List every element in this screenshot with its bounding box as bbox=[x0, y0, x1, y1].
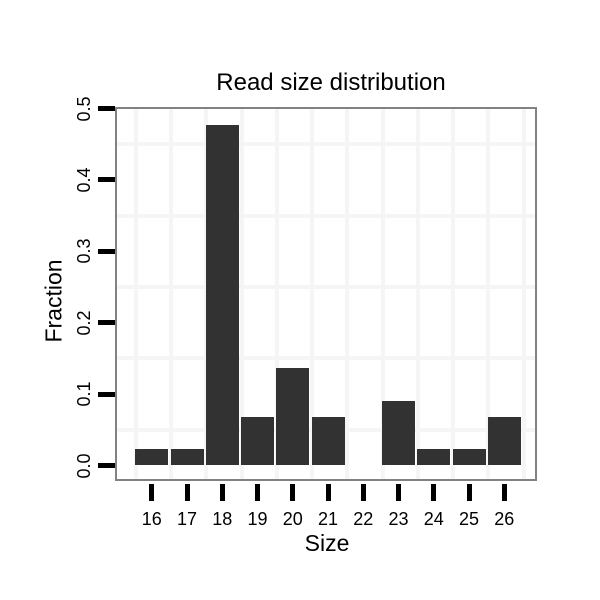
h-gridline bbox=[117, 213, 535, 218]
h-gridline bbox=[117, 142, 535, 147]
v-gridline bbox=[380, 109, 385, 479]
y-axis-title: Fraction bbox=[40, 259, 67, 343]
x-tick-label: 17 bbox=[177, 508, 198, 529]
x-axis-tick bbox=[149, 484, 155, 501]
y-axis-tick bbox=[98, 177, 115, 183]
v-gridline bbox=[451, 109, 456, 479]
v-gridline bbox=[239, 109, 244, 479]
x-axis-tick bbox=[466, 484, 472, 501]
v-gridline bbox=[133, 109, 138, 479]
v-gridline bbox=[310, 109, 315, 479]
x-axis-tick bbox=[255, 484, 261, 501]
bar bbox=[487, 416, 521, 466]
x-tick-label: 16 bbox=[141, 508, 162, 529]
bar bbox=[417, 449, 451, 466]
y-tick-label: 0.2 bbox=[74, 310, 94, 336]
v-gridline bbox=[274, 109, 279, 479]
bar bbox=[241, 416, 275, 466]
x-tick-label: 22 bbox=[353, 508, 374, 529]
bar bbox=[382, 400, 416, 466]
x-tick-label: 18 bbox=[212, 508, 233, 529]
y-axis-tick bbox=[98, 106, 115, 111]
x-axis-tick bbox=[184, 484, 190, 501]
x-tick-label: 24 bbox=[423, 508, 444, 529]
h-gridline bbox=[117, 285, 535, 289]
x-tick-label: 26 bbox=[494, 508, 515, 529]
y-tick-label: 0.5 bbox=[74, 95, 94, 122]
y-axis-tick bbox=[98, 248, 115, 254]
chart-title: Read size distribution bbox=[216, 69, 446, 96]
v-gridline bbox=[345, 109, 350, 479]
y-tick-label: 0.0 bbox=[74, 452, 94, 479]
bar bbox=[135, 449, 169, 466]
v-gridline bbox=[486, 109, 491, 479]
v-gridline bbox=[169, 109, 174, 479]
x-axis-title: Size bbox=[304, 530, 350, 556]
x-tick-label: 20 bbox=[282, 508, 303, 529]
x-axis-tick bbox=[290, 484, 296, 501]
x-axis-tick bbox=[360, 484, 366, 501]
h-gridline bbox=[117, 356, 535, 361]
bar bbox=[311, 416, 345, 466]
y-tick-label: 0.1 bbox=[74, 381, 94, 407]
v-gridline bbox=[521, 109, 526, 479]
bar bbox=[205, 124, 239, 466]
y-tick-label: 0.4 bbox=[74, 167, 94, 193]
bar bbox=[276, 368, 310, 466]
v-gridline bbox=[415, 109, 420, 479]
y-axis-tick bbox=[98, 391, 115, 397]
bar bbox=[452, 449, 486, 466]
bar bbox=[170, 449, 204, 466]
x-axis-tick bbox=[219, 484, 225, 501]
plot-panel-border bbox=[115, 107, 537, 481]
x-tick-label: 21 bbox=[318, 508, 339, 529]
x-tick-label: 19 bbox=[247, 508, 268, 529]
x-tick-label: 23 bbox=[388, 508, 409, 529]
y-tick-label: 0.3 bbox=[74, 238, 94, 264]
x-axis-tick bbox=[431, 484, 437, 501]
x-tick-label: 25 bbox=[459, 508, 480, 529]
x-axis-tick bbox=[501, 484, 507, 501]
x-axis-tick bbox=[396, 484, 402, 501]
x-axis-tick bbox=[325, 484, 331, 501]
y-axis-tick bbox=[98, 320, 115, 326]
y-axis-tick bbox=[98, 463, 115, 468]
